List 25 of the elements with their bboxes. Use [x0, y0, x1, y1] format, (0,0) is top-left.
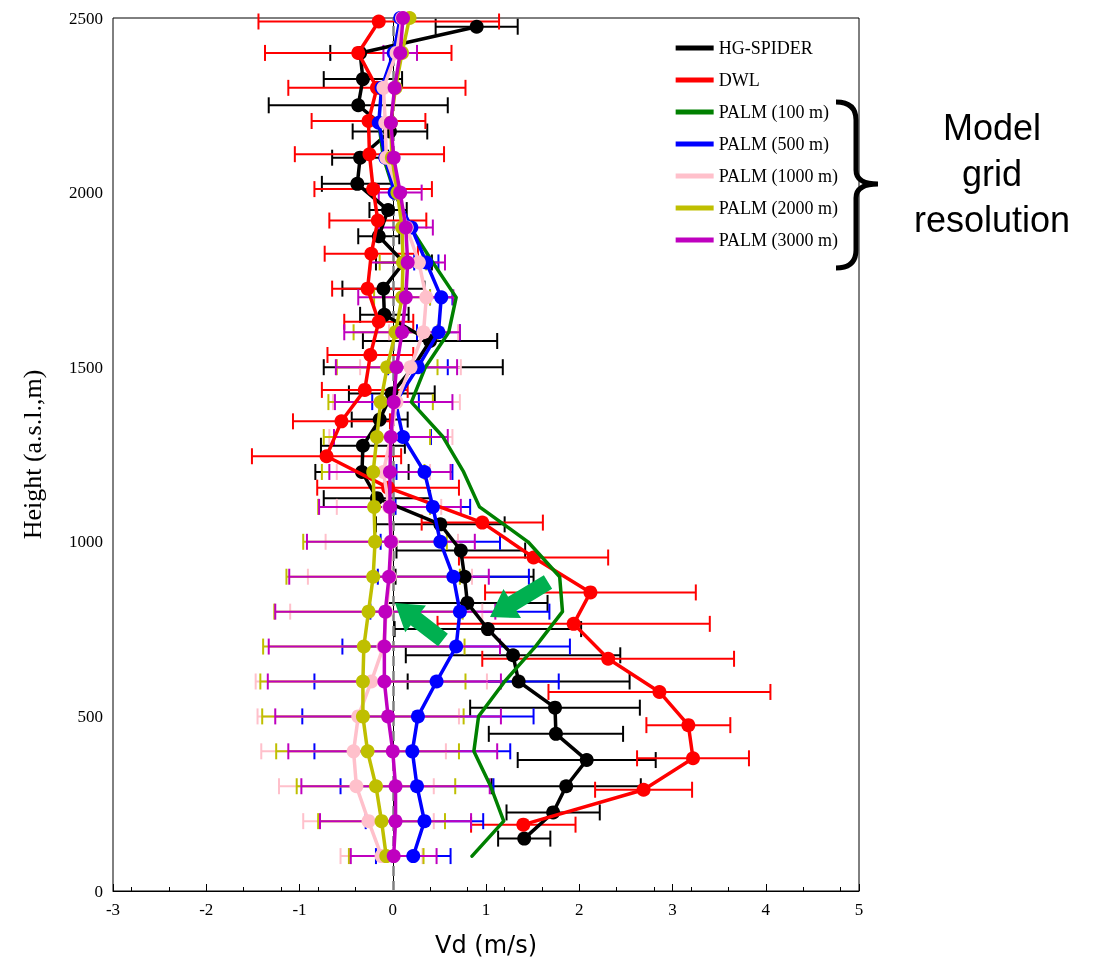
x-tick-label: 3	[668, 900, 677, 919]
legend-label: DWL	[718, 70, 760, 90]
x-tick-label: -3	[105, 900, 121, 919]
y-tick-label: 500	[77, 706, 103, 726]
legend-label: PALM (500 m)	[718, 134, 830, 155]
legend-label: PALM (100 m)	[718, 102, 830, 123]
y-tick-label: 0	[94, 881, 103, 901]
y-tick-label: 1500	[69, 357, 103, 377]
legend-label: HG-SPIDER	[718, 38, 813, 58]
y-tick-label: 1000	[69, 532, 103, 552]
x-tick-label: -2	[199, 900, 214, 919]
x-axis-title: Vd (m/s)	[435, 931, 537, 959]
y-axis-title: Height (a.s.l.,m)	[17, 369, 47, 540]
x-tick-label: 5	[854, 900, 864, 919]
y-tick-label: 2500	[69, 8, 103, 28]
y-tick-label: 2000	[69, 183, 103, 203]
text: Model grid resolution	[913, 106, 1071, 242]
x-tick-label: 2	[575, 900, 584, 919]
x-tick-label: 4	[761, 900, 771, 919]
x-tick-label: 0	[388, 900, 397, 919]
legend-label: PALM (3000 m)	[718, 230, 839, 251]
legend-label: PALM (2000 m)	[718, 198, 839, 219]
x-tick-label: 1	[481, 900, 491, 919]
legend-label: PALM (1000 m)	[718, 166, 839, 187]
x-tick-label: -1	[292, 900, 307, 919]
